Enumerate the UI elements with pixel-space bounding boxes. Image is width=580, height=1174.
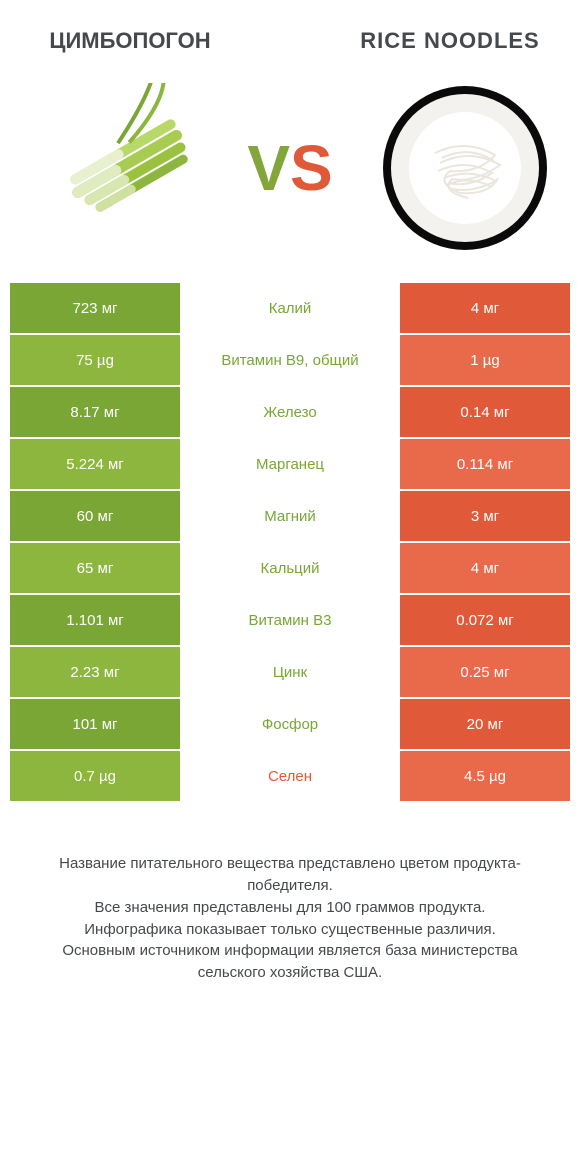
right-value: 0.25 мг (400, 647, 570, 697)
table-row: 2.23 мгЦинк0.25 мг (10, 647, 570, 697)
nutrient-name: Кальций (180, 543, 400, 593)
infographic: ЦИМБОПОГОН RICE NOODLES (0, 0, 580, 1174)
table-row: 75 µgВитамин B9, общий1 µg (10, 335, 570, 385)
vs-label: VS (247, 131, 332, 205)
table-row: 1.101 мгВитамин B30.072 мг (10, 595, 570, 645)
nutrient-name: Цинк (180, 647, 400, 697)
nutrient-table: 723 мгКалий4 мг75 µgВитамин B9, общий1 µ… (10, 283, 570, 801)
images-row: VS (0, 73, 580, 283)
left-value: 75 µg (10, 335, 180, 385)
left-value: 8.17 мг (10, 387, 180, 437)
table-row: 0.7 µgСелен4.5 µg (10, 751, 570, 801)
left-value: 65 мг (10, 543, 180, 593)
nutrient-name: Витамин B3 (180, 595, 400, 645)
nutrient-name: Селен (180, 751, 400, 801)
table-row: 723 мгКалий4 мг (10, 283, 570, 333)
left-value: 5.224 мг (10, 439, 180, 489)
left-value: 1.101 мг (10, 595, 180, 645)
left-food-title: ЦИМБОПОГОН (30, 28, 230, 53)
footer-line-2: Все значения представлены для 100 граммо… (30, 897, 550, 919)
left-value: 2.23 мг (10, 647, 180, 697)
table-row: 60 мгМагний3 мг (10, 491, 570, 541)
nutrient-name: Железо (180, 387, 400, 437)
right-value: 0.114 мг (400, 439, 570, 489)
right-value: 4 мг (400, 283, 570, 333)
nutrient-name: Витамин B9, общий (180, 335, 400, 385)
nutrient-name: Калий (180, 283, 400, 333)
table-row: 101 мгФосфор20 мг (10, 699, 570, 749)
right-value: 0.14 мг (400, 387, 570, 437)
right-value: 0.072 мг (400, 595, 570, 645)
left-value: 60 мг (10, 491, 180, 541)
footer-notes: Название питательного вещества представл… (0, 803, 580, 984)
left-value: 723 мг (10, 283, 180, 333)
nutrient-name: Магний (180, 491, 400, 541)
right-value: 20 мг (400, 699, 570, 749)
rice-noodles-image (380, 83, 550, 253)
nutrient-name: Марганец (180, 439, 400, 489)
right-value: 1 µg (400, 335, 570, 385)
lemongrass-image (30, 83, 200, 253)
header-row: ЦИМБОПОГОН RICE NOODLES (0, 0, 580, 73)
table-row: 8.17 мгЖелезо0.14 мг (10, 387, 570, 437)
right-food-title: RICE NOODLES (350, 28, 550, 53)
right-value: 4.5 µg (400, 751, 570, 801)
left-value: 101 мг (10, 699, 180, 749)
table-row: 65 мгКальций4 мг (10, 543, 570, 593)
nutrient-name: Фосфор (180, 699, 400, 749)
footer-line-4: Основным источником информации является … (30, 940, 550, 984)
vs-s: S (290, 132, 333, 204)
vs-v: V (247, 132, 290, 204)
left-value: 0.7 µg (10, 751, 180, 801)
footer-line-1: Название питательного вещества представл… (30, 853, 550, 897)
right-value: 4 мг (400, 543, 570, 593)
table-row: 5.224 мгМарганец0.114 мг (10, 439, 570, 489)
right-value: 3 мг (400, 491, 570, 541)
footer-line-3: Инфографика показывает только существенн… (30, 919, 550, 941)
